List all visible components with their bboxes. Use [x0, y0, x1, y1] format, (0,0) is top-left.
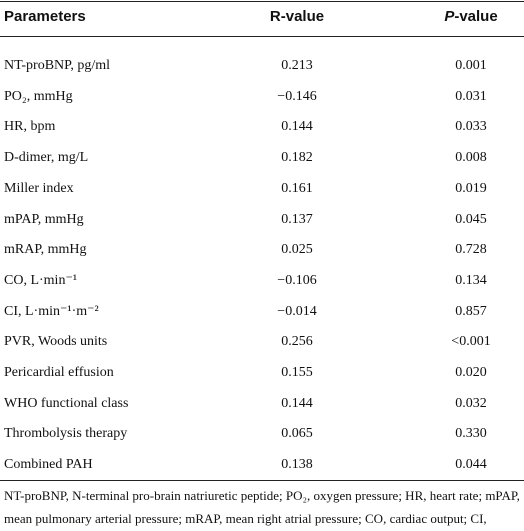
- parameter-cell: WHO functional class: [4, 395, 129, 411]
- value-cell: 0.330: [455, 426, 487, 442]
- parameter-cell: HR, bpm: [4, 119, 56, 135]
- value-cell: 0.019: [455, 180, 487, 196]
- value-cell: 0.008: [455, 150, 487, 166]
- value-cell: 0.044: [455, 457, 487, 473]
- value-cell: 0.025: [281, 242, 313, 258]
- value-cell: 0.857: [455, 303, 487, 319]
- value-cell: 0.134: [455, 272, 487, 288]
- value-cell: 0.020: [455, 365, 487, 380]
- top-rule: [0, 1, 524, 2]
- value-cell: −0.106: [277, 272, 317, 288]
- parameter-cell: Thrombolysis therapy: [4, 426, 128, 442]
- value-cell: 0.045: [455, 211, 487, 227]
- value-cell: 0.155: [281, 365, 313, 380]
- value-cell: 0.213: [281, 58, 313, 73]
- header-text: -value: [454, 8, 498, 25]
- value-cell: 0.033: [455, 119, 487, 135]
- value-cell: <0.001: [451, 334, 491, 350]
- parameter-cell: PO₂, mmHg: [4, 88, 73, 104]
- bottom-rule: [0, 480, 524, 481]
- value-cell: 0.031: [455, 88, 487, 104]
- header-rule: [0, 36, 524, 37]
- parameter-cell: D-dimer, mg/L: [4, 150, 89, 166]
- header-cell: P-value: [421, 8, 521, 26]
- parameter-cell: mPAP, mmHg: [4, 211, 84, 227]
- parameter-cell: CO, L·min⁻¹: [4, 272, 78, 288]
- value-cell: 0.728: [455, 242, 487, 258]
- value-cell: 0.144: [281, 395, 313, 411]
- footnote: NT-proBNP, N-terminal pro-brain natriure…: [4, 488, 520, 526]
- value-cell: 0.032: [455, 395, 487, 411]
- value-cell: −0.014: [277, 303, 317, 319]
- value-cell: 0.137: [281, 211, 313, 227]
- parameter-cell: Pericardial effusion: [4, 365, 114, 380]
- header-italic: P: [444, 8, 455, 25]
- value-cell: −0.146: [277, 88, 317, 104]
- parameter-cell: CI, L·min⁻¹·m⁻²: [4, 303, 99, 319]
- value-cell: 0.256: [281, 334, 313, 350]
- value-cell: 0.138: [281, 457, 313, 473]
- parameter-cell: mRAP, mmHg: [4, 242, 87, 258]
- value-cell: 0.001: [455, 58, 487, 73]
- header-cell: Parameters: [4, 8, 86, 25]
- parameter-cell: Combined PAH: [4, 457, 93, 473]
- value-cell: 0.182: [281, 150, 313, 166]
- header-cell: R-value: [269, 8, 325, 25]
- parameter-cell: PVR, Woods units: [4, 334, 108, 350]
- value-cell: 0.161: [281, 180, 313, 196]
- parameter-cell: NT-proBNP, pg/ml: [4, 58, 111, 73]
- value-cell: 0.065: [281, 426, 313, 442]
- parameter-cell: Miller index: [4, 180, 74, 196]
- value-cell: 0.144: [281, 119, 313, 135]
